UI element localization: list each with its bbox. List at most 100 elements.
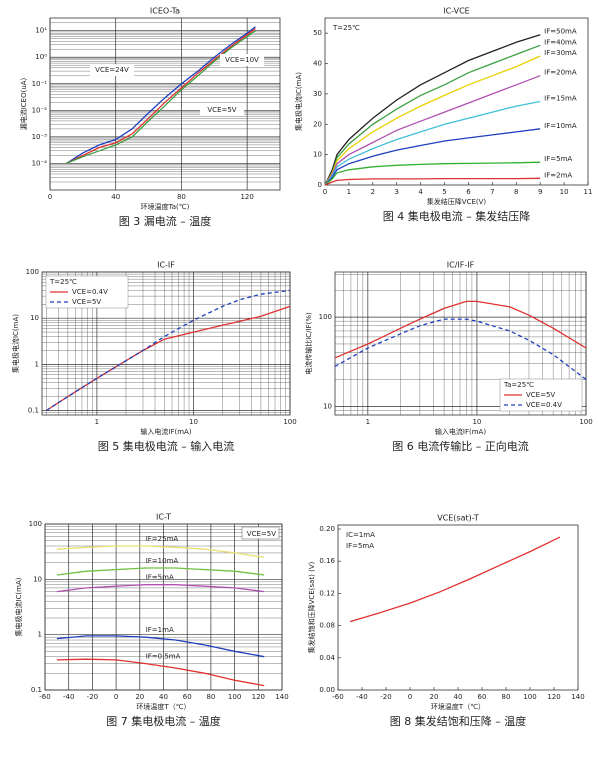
series-label: VCE=5V: [207, 106, 236, 114]
x-tick-label: 100: [523, 693, 536, 701]
series-line: [56, 584, 265, 593]
y-tick-label: 10: [313, 151, 322, 159]
x-tick-label: 3: [394, 188, 398, 196]
plot-area: [338, 525, 578, 690]
annotation-box: [241, 526, 280, 540]
series-line: [349, 536, 561, 623]
x-axis-label: 环境温度T（℃）: [431, 702, 485, 711]
y-tick-label: 0.00: [319, 686, 335, 694]
y-axis-label: 集发结饱和压降VCE(sat) (V): [307, 561, 316, 653]
y-tick-label: 0.20: [319, 525, 335, 533]
x-tick-label: -40: [356, 693, 367, 701]
caption: 图 4 集电极电流 – 集发结压降: [383, 209, 530, 223]
y-tick-label: 100: [29, 520, 42, 528]
series-label: IF=0.5mA: [146, 653, 181, 661]
x-tick-label: 120: [252, 693, 265, 701]
x-tick-label: 7: [490, 188, 494, 196]
series-line: [324, 44, 541, 186]
plot-frame: [49, 17, 281, 191]
x-tick-label: 80: [177, 193, 186, 201]
label-box: [220, 54, 264, 66]
x-tick-label: 1: [95, 418, 99, 426]
x-tick-label: 60: [478, 693, 487, 701]
x-tick-label: 0: [114, 693, 118, 701]
y-tick-label: 10⁻²: [32, 106, 48, 114]
chart: 0.1 1 10 100 -60 -40 -20 0 20 40 60 80 100 120 140 IF=2…: [14, 513, 289, 729]
x-tick-label: -60: [39, 693, 50, 701]
x-tick-label: 140: [275, 693, 288, 701]
series-label: IF=10mA: [146, 557, 179, 565]
plot-frame: [41, 271, 291, 416]
series-label: IF=2mA: [544, 171, 572, 179]
y-tick-label: 50: [313, 29, 322, 37]
x-tick-label: -20: [380, 693, 391, 701]
y-tick-label: 10: [323, 402, 332, 410]
y-axis-label: 集电极电流IC(mA): [14, 577, 23, 636]
legend-label: VCE=5V: [72, 298, 101, 306]
x-tick-label: 40: [454, 693, 463, 701]
series-label: IF=20mA: [544, 69, 577, 77]
series-line: [334, 300, 587, 359]
y-tick-label: 100: [319, 313, 332, 321]
plot-frame: [324, 17, 589, 186]
annotation: T=25℃: [49, 278, 77, 286]
series-line: [324, 34, 541, 186]
chart: 0.1 1 10 100 1 10 100 T=25℃ VCE=0.4V VCE=5V IC-IF 输…: [11, 261, 297, 454]
x-tick-label: 0: [323, 188, 327, 196]
plot-frame: [337, 524, 579, 691]
y-tick-label: 20: [313, 120, 322, 128]
series-line: [334, 318, 587, 381]
x-tick-label: 2: [371, 188, 375, 196]
caption: 图 3 漏电流 – 温度: [119, 214, 212, 228]
x-tick-label: 8: [514, 188, 518, 196]
x-tick-label: 0: [408, 693, 412, 701]
series-label: IF=40mA: [544, 38, 577, 46]
plot-frame: [334, 271, 587, 416]
x-axis-label: 输入电流IF(mA): [140, 427, 191, 436]
x-axis-label: 集发结压降VCE(V): [427, 197, 487, 206]
x-tick-label: -60: [332, 693, 343, 701]
series-line: [56, 545, 265, 558]
y-tick-label: 10: [33, 575, 42, 583]
y-tick-label: 100: [26, 268, 39, 276]
x-tick-label: 10: [189, 418, 198, 426]
caption: 图 6 电流传输比 – 正向电流: [392, 439, 528, 453]
series-line: [324, 161, 541, 186]
series-line: [46, 305, 291, 412]
annotation: IC=1mA: [346, 531, 375, 539]
series-label: VCE=10V: [225, 56, 259, 64]
x-tick-label: 140: [571, 693, 584, 701]
chart-title: IC-VCE: [443, 7, 469, 16]
x-tick-label: 20: [135, 693, 144, 701]
series-label: VCE=24V: [95, 66, 129, 74]
series-label: IF=5mA: [146, 574, 174, 582]
x-tick-label: 9: [538, 188, 542, 196]
x-tick-label: 120: [547, 693, 560, 701]
x-axis-label: 输入电流IF(mA): [435, 427, 486, 436]
y-axis-label: 电流传输比IC/IF(%): [304, 312, 313, 375]
legend-label: VCE=0.4V: [72, 288, 108, 296]
x-tick-label: 80: [502, 693, 511, 701]
x-tick-label: 40: [111, 193, 120, 201]
plot-frame: [44, 523, 283, 691]
y-tick-label: 1: [35, 360, 39, 368]
y-tick-label: 0.04: [319, 654, 335, 662]
series-label: IF=50mA: [544, 28, 577, 36]
y-tick-label: 30: [313, 90, 322, 98]
series-line: [66, 30, 256, 165]
x-tick-label: -40: [63, 693, 74, 701]
series-line: [56, 658, 265, 687]
series-label: IF=1mA: [146, 626, 174, 634]
x-tick-label: 10: [472, 418, 481, 426]
x-tick-label: 5: [442, 188, 446, 196]
annotation: VCE=5V: [247, 530, 276, 538]
x-axis-label: 环境温度Ta(℃): [141, 202, 190, 211]
x-axis-label: 环境温度T（℃）: [136, 702, 190, 711]
chart-title: VCE(sat)-T: [437, 514, 479, 523]
series-line: [324, 177, 541, 186]
y-tick-label: 0.08: [319, 622, 335, 630]
series-line: [56, 635, 265, 658]
y-tick-label: 0: [318, 181, 322, 189]
label-box: [200, 104, 244, 116]
series-line: [324, 75, 541, 186]
